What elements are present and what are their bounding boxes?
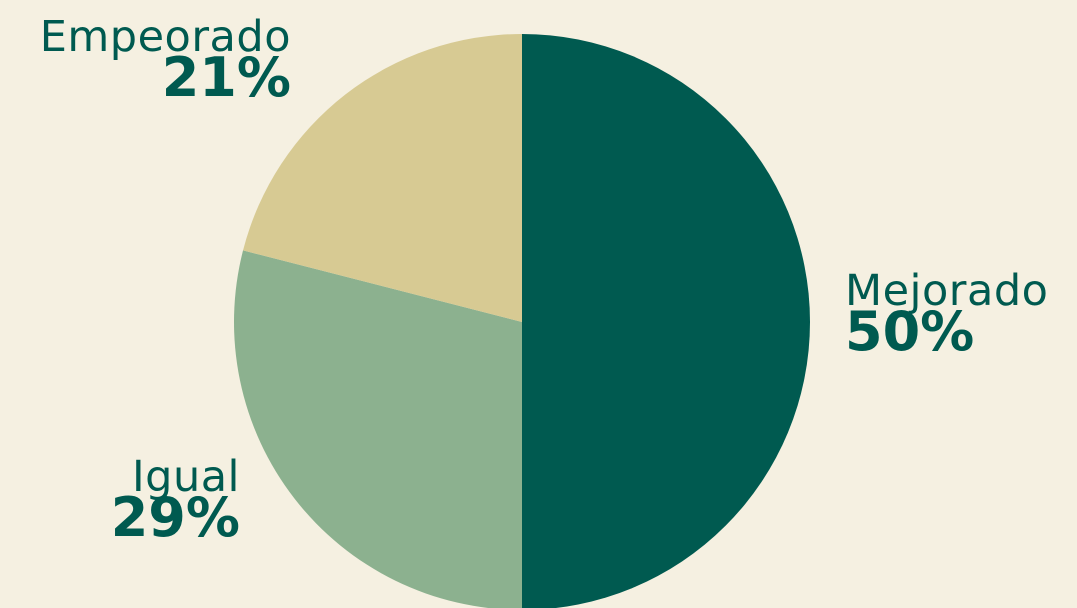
- pie-slice-mejorado: [522, 34, 810, 608]
- slice-name-mejorado: Mejorado: [845, 266, 1049, 316]
- slice-label-empeorado: Empeorado 21%: [40, 16, 291, 105]
- slice-label-igual: Igual 29%: [111, 456, 240, 545]
- pie-slices: [234, 34, 810, 608]
- pie-slice-igual: [234, 250, 522, 608]
- slice-label-mejorado: Mejorado 50%: [845, 270, 1048, 359]
- pie-slice-empeorado: [243, 34, 523, 322]
- slice-value-igual: 29%: [110, 486, 240, 549]
- slice-value-mejorado: 50%: [845, 300, 975, 363]
- slice-name-empeorado: Empeorado: [39, 12, 291, 62]
- slice-value-empeorado: 21%: [161, 46, 291, 109]
- slice-name-igual: Igual: [131, 452, 240, 502]
